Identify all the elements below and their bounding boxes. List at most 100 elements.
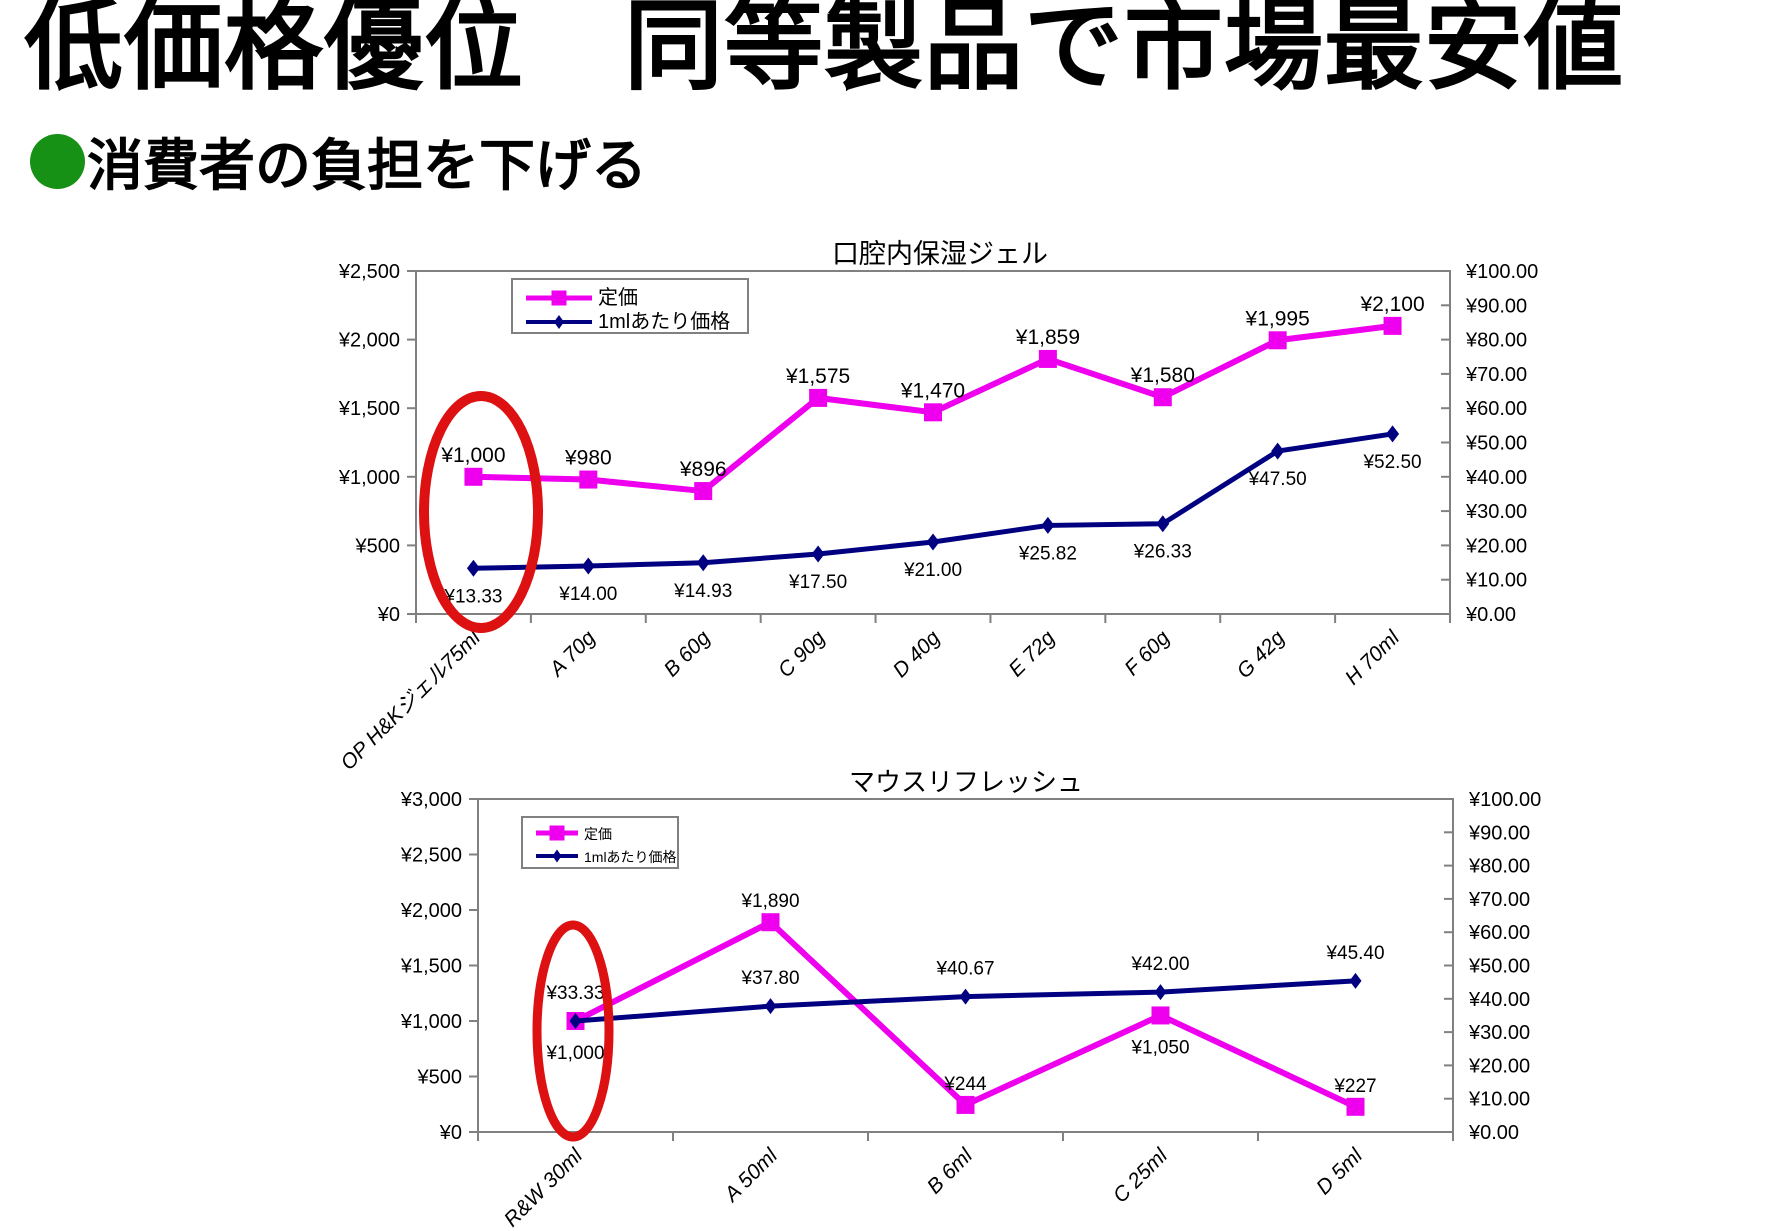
- data-label: ¥1,995: [1245, 307, 1310, 330]
- right-axis-tick-label: ¥90.00: [1465, 295, 1527, 317]
- category-label: D 40g: [889, 626, 945, 682]
- left-axis-tick-label: ¥500: [355, 535, 401, 557]
- data-label: ¥896: [679, 458, 727, 481]
- series-list-price: ¥1,000 ¥980 ¥896 ¥1,575 ¥1,470 ¥1,859 ¥1,580 ¥1…: [440, 293, 1425, 501]
- category-label: H 70ml: [1341, 625, 1405, 689]
- legend-entry-label: 1mlあたり価格: [584, 849, 677, 865]
- highlight-ellipse: [419, 391, 543, 633]
- data-label: ¥2,100: [1359, 293, 1424, 316]
- right-axis-tick-label: ¥50.00: [1468, 956, 1530, 978]
- page-title: 低価格優位 同等製品で市場最安値: [24, 0, 1624, 101]
- left-axis-tick-label: ¥1,000: [400, 1011, 462, 1033]
- data-label: ¥1,575: [785, 365, 850, 388]
- left-axis-tick-label: ¥2,500: [400, 845, 462, 867]
- series-per-ml-price: ¥33.33 ¥37.80 ¥40.67 ¥42.00 ¥45.40: [545, 943, 1385, 1030]
- right-axis-tick-label: ¥20.00: [1465, 535, 1527, 557]
- right-axis: ¥100.00 ¥90.00 ¥80.00 ¥70.00 ¥60.00 ¥50.00 ¥40…: [1441, 261, 1538, 626]
- series-per-ml-price: ¥13.33 ¥14.00 ¥14.93 ¥17.50 ¥21.00 ¥25.82 ¥26.…: [443, 425, 1422, 607]
- left-axis-tick-label: ¥1,000: [338, 467, 400, 489]
- data-label: ¥26.33: [1133, 542, 1192, 563]
- left-axis-tick-label: ¥2,000: [400, 900, 462, 922]
- data-label: ¥980: [564, 447, 612, 470]
- category-label: B 6ml: [923, 1143, 978, 1198]
- right-axis-tick-label: ¥50.00: [1465, 433, 1527, 455]
- page-subtitle-row: 消費者の負担を下げる: [30, 121, 647, 202]
- page-subtitle: 消費者の負担を下げる: [87, 134, 647, 197]
- right-axis-tick-label: ¥10.00: [1468, 1089, 1530, 1111]
- chart-svg: 口腔内保湿ジェル ¥2,500 ¥2,000 ¥1,500 ¥1,000 ¥500 ¥0 ¥1…: [336, 239, 1538, 775]
- data-label: ¥42.00: [1130, 954, 1189, 975]
- right-axis-tick-label: ¥20.00: [1468, 1055, 1530, 1077]
- right-axis: ¥100.00 ¥90.00 ¥80.00 ¥70.00 ¥60.00 ¥50.00 ¥40…: [1444, 789, 1541, 1144]
- right-axis-tick-label: ¥0.00: [1468, 1122, 1519, 1144]
- data-label: ¥244: [943, 1074, 987, 1095]
- right-axis-tick-label: ¥90.00: [1468, 822, 1530, 844]
- data-label: ¥33.33: [545, 983, 604, 1004]
- left-axis-tick-label: ¥2,000: [338, 330, 400, 352]
- right-axis-tick-label: ¥40.00: [1465, 467, 1527, 489]
- left-axis-tick-label: ¥2,500: [338, 261, 400, 283]
- left-axis: ¥2,500 ¥2,000 ¥1,500 ¥1,000 ¥500 ¥0: [338, 261, 416, 626]
- data-label: ¥14.00: [558, 584, 617, 605]
- data-label: ¥13.33: [443, 586, 502, 607]
- chart-svg: マウスリフレッシュ¥3,000¥2,500¥2,000¥1,500¥1,000¥…: [400, 767, 1541, 1231]
- category-label: E 72g: [1004, 626, 1059, 681]
- category-label: C 25ml: [1109, 1143, 1173, 1207]
- right-axis-tick-label: ¥30.00: [1468, 1022, 1530, 1044]
- data-label: ¥1,050: [1130, 1037, 1189, 1058]
- data-label: ¥17.50: [788, 572, 847, 593]
- right-axis-tick-label: ¥70.00: [1465, 364, 1527, 386]
- category-label: B 60g: [660, 626, 715, 681]
- data-label: ¥1,000: [440, 444, 505, 467]
- right-axis-tick-label: ¥100.00: [1465, 261, 1538, 283]
- highlight-ellipse: [532, 920, 614, 1142]
- category-label: G 42g: [1232, 626, 1289, 683]
- data-label: ¥227: [1333, 1076, 1376, 1097]
- chart-title: マウスリフレッシュ: [849, 767, 1083, 797]
- right-axis-tick-label: ¥30.00: [1465, 501, 1527, 523]
- green-bullet-icon: [30, 134, 85, 189]
- category-label: C 90g: [774, 626, 830, 682]
- left-axis-tick-label: ¥1,500: [338, 398, 400, 420]
- right-axis-tick-label: ¥80.00: [1468, 856, 1530, 878]
- data-label: ¥25.82: [1018, 543, 1077, 564]
- left-axis-tick-label: ¥0: [439, 1122, 462, 1144]
- left-axis-tick-label: ¥0: [377, 604, 400, 626]
- data-label: ¥21.00: [903, 560, 962, 581]
- legend: 定価 1mlあたり価格: [521, 816, 679, 869]
- right-axis-tick-label: ¥80.00: [1465, 330, 1527, 352]
- data-label: ¥1,580: [1130, 364, 1195, 387]
- data-label: ¥14.93: [673, 581, 732, 602]
- category-label: D 5ml: [1312, 1143, 1368, 1199]
- legend-entry-label: 定価: [584, 826, 612, 842]
- right-axis-tick-label: ¥10.00: [1465, 570, 1527, 592]
- category-label: A 50ml: [719, 1143, 783, 1207]
- right-axis-tick-label: ¥0.00: [1465, 604, 1516, 626]
- data-label: ¥37.80: [740, 968, 799, 989]
- data-label: ¥1,859: [1015, 326, 1080, 349]
- data-label: ¥52.50: [1362, 452, 1421, 473]
- data-label: ¥45.40: [1325, 943, 1384, 964]
- right-axis-tick-label: ¥70.00: [1468, 889, 1530, 911]
- left-axis-tick-label: ¥500: [417, 1067, 463, 1089]
- right-axis-tick-label: ¥100.00: [1468, 789, 1541, 811]
- chart-title: 口腔内保湿ジェル: [832, 239, 1048, 269]
- chart-mouth-refresh: マウスリフレッシュ ¥3,000 ¥2,500 ¥2,000 ¥1,500 ¥1,000 ¥…: [240, 690, 1580, 1231]
- right-axis-tick-label: ¥40.00: [1468, 989, 1530, 1011]
- data-label: ¥40.67: [935, 959, 994, 980]
- category-label: A 70g: [544, 626, 600, 682]
- legend-entry-label: 1mlあたり価格: [598, 310, 730, 333]
- left-axis: ¥3,000 ¥2,500 ¥2,000 ¥1,500 ¥1,000 ¥500 ¥0: [400, 789, 478, 1144]
- right-axis-tick-label: ¥60.00: [1468, 922, 1530, 944]
- data-label: ¥1,470: [900, 379, 965, 402]
- x-axis: R&W 30ml A 50ml B 6ml C 25ml D 5ml: [477, 1132, 1454, 1231]
- chart-oral-moisture-gel: 口腔内保湿ジェル ¥2,500 ¥2,000 ¥1,500 ¥1,000 ¥500 ¥0 ¥1…: [240, 195, 1580, 855]
- data-label: ¥47.50: [1248, 469, 1307, 490]
- series-list-price: ¥1,000 ¥1,890 ¥244 ¥1,050 ¥227: [545, 891, 1377, 1116]
- data-label: ¥1,890: [740, 891, 799, 912]
- left-axis-tick-label: ¥1,500: [400, 956, 462, 978]
- legend-entry-label: 定価: [598, 286, 638, 309]
- left-axis-tick-label: ¥3,000: [400, 789, 462, 811]
